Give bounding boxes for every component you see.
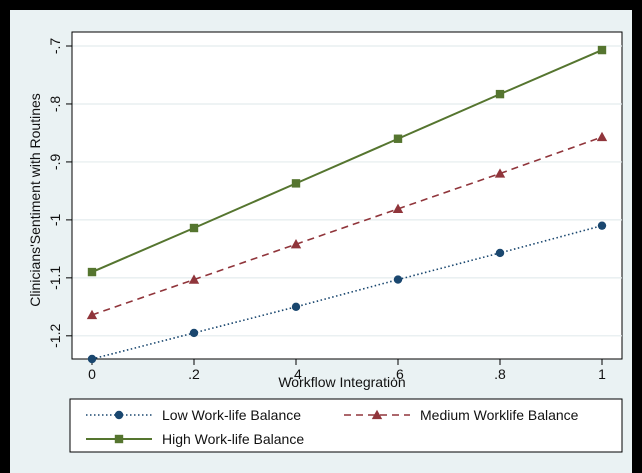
plot-area — [71, 31, 623, 360]
y-tick-label: -1 — [47, 213, 63, 226]
legend-label: Medium Worklife Balance — [420, 407, 579, 423]
data-point — [87, 354, 97, 364]
data-point — [290, 239, 302, 249]
y-ticks: -1.2 -1.1 -1 -.9 -.8 -.7 — [47, 38, 72, 348]
y-tick-label: -1.2 — [47, 324, 63, 348]
data-point — [87, 267, 97, 277]
data-point — [291, 302, 301, 312]
data-point — [495, 248, 505, 258]
legend-label: High Work-life Balance — [162, 431, 304, 447]
chart-panel: 0 .2 .4 .6 .8 1 -1.2 -1.1 -1 -.9 -.8 -.7 Workflow … — [10, 10, 632, 473]
data-point — [393, 134, 403, 143]
legend-item: High Work-life Balance — [86, 431, 304, 447]
series-triangle — [86, 131, 608, 320]
legend-marker — [114, 410, 124, 420]
line-chart: 0 .2 .4 .6 .8 1 -1.2 -1.1 -1 -.9 -.8 -.7 Workflow … — [27, 31, 623, 453]
data-point — [596, 131, 608, 142]
x-tick-label: 0 — [88, 366, 96, 382]
x-tick-label: .8 — [494, 366, 506, 382]
series-circle — [87, 221, 607, 364]
data-point — [494, 168, 506, 178]
data-point — [189, 223, 199, 233]
legend-marker — [371, 409, 383, 420]
gridlines — [72, 45, 622, 337]
legend-marker — [114, 434, 124, 444]
data-point — [189, 328, 199, 338]
x-tick-label: .2 — [188, 366, 200, 382]
x-tick-label: .4 — [290, 366, 302, 382]
data-point — [392, 203, 404, 214]
series-line — [91, 49, 603, 273]
series-square — [87, 45, 607, 277]
legend-item: Medium Worklife Balance — [344, 407, 579, 423]
legend-label: Low Work-life Balance — [162, 407, 301, 423]
legend: Low Work-life Balance Medium Worklife Bal… — [86, 407, 579, 447]
x-tick-label: 1 — [598, 366, 606, 382]
data-point — [495, 89, 505, 99]
y-tick-label: -.9 — [47, 154, 63, 171]
x-tick-label: .6 — [392, 366, 404, 382]
y-tick-label: -.8 — [47, 96, 63, 113]
x-axis-title: Workflow Integration — [278, 374, 405, 390]
legend-item: Low Work-life Balance — [86, 407, 301, 423]
x-ticks: 0 .2 .4 .6 .8 1 — [88, 359, 606, 382]
legend-box — [69, 398, 623, 453]
data-point — [86, 309, 98, 320]
data-point — [188, 274, 200, 284]
data-point — [597, 221, 607, 230]
y-tick-label: -.7 — [47, 38, 63, 55]
data-point — [597, 45, 607, 55]
data-point — [291, 179, 301, 188]
series-layer — [86, 45, 608, 364]
y-axis-title: Clinicians'Sentiment with Routines — [27, 93, 43, 307]
y-tick-label: -1.1 — [47, 266, 63, 290]
axes — [71, 32, 622, 360]
series-line — [91, 136, 603, 316]
data-point — [393, 275, 403, 284]
